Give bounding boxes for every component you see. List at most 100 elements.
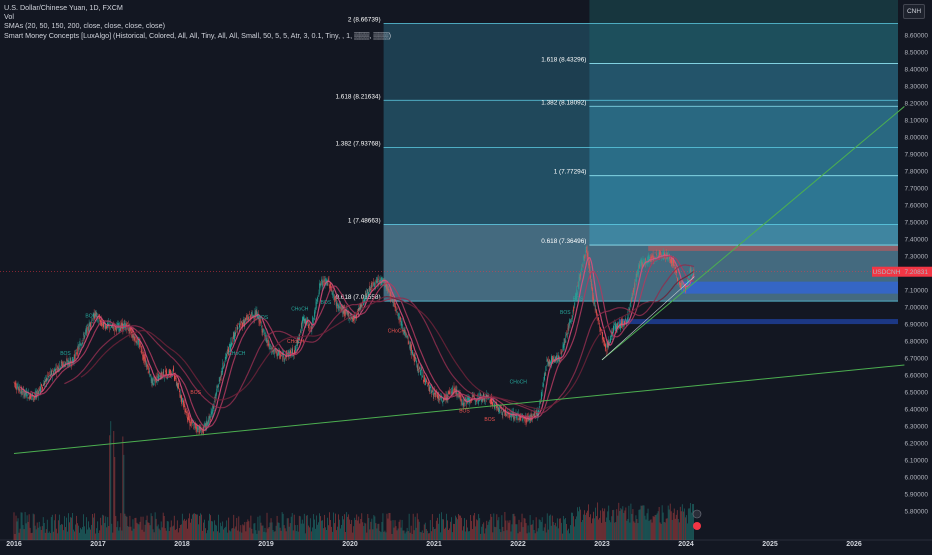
volume-bar [180, 525, 181, 540]
volume-bar [399, 522, 400, 540]
volume-bar [581, 522, 582, 540]
volume-bar [75, 525, 76, 540]
volume-bar [564, 519, 565, 540]
sma-indicator-label[interactable]: SMAs (20, 50, 150, 200, close, close, cl… [4, 21, 391, 30]
volume-bar [40, 527, 41, 540]
volume-bar [451, 517, 452, 540]
volume-bar [639, 510, 640, 540]
volume-bar [36, 529, 37, 540]
volume-bar [645, 516, 646, 540]
volume-bar [629, 523, 630, 540]
volume-bar [579, 507, 580, 540]
volume-bar [154, 532, 155, 540]
volume-bar [375, 523, 376, 540]
volume-bar [153, 529, 154, 540]
volume-bar [407, 528, 408, 540]
volume-bar [134, 529, 135, 540]
volume-bar [420, 532, 421, 540]
volume-bar [200, 513, 201, 540]
volume-bar [18, 518, 19, 540]
volume-bar [596, 516, 597, 540]
volume-bar [19, 533, 20, 540]
volume-bar [277, 516, 278, 540]
volume-bar [351, 520, 352, 540]
volume-bar [250, 516, 251, 540]
volume-bar [44, 523, 45, 540]
volume-bar [306, 516, 307, 540]
volume-bar [235, 526, 236, 540]
volume-bar [429, 533, 430, 540]
volume-bar [328, 525, 329, 540]
volume-bar [278, 522, 279, 540]
volume-bar [189, 513, 190, 540]
volume-bar [551, 526, 552, 540]
volume-bar [385, 531, 386, 540]
volume-bar [584, 510, 585, 540]
volume-bar [650, 520, 651, 540]
volume-bar [506, 521, 507, 540]
volume-bar [270, 523, 271, 540]
volume-bar [418, 519, 419, 540]
smc-indicator-label[interactable]: Smart Money Concepts [LuxAlgo] (Historic… [4, 31, 391, 40]
volume-bar [305, 533, 306, 540]
volume-bar [83, 514, 84, 540]
volume-bar [414, 530, 415, 540]
volume-bar [598, 520, 599, 540]
volume-bar [527, 533, 528, 540]
volume-bar [210, 515, 211, 540]
price-tick-label: 8.30000 [905, 83, 929, 90]
volume-bar [31, 533, 32, 540]
volume-bar [382, 522, 383, 540]
volume-indicator-label[interactable]: Vol [4, 12, 391, 21]
volume-bar [669, 509, 670, 540]
volume-bar [686, 515, 687, 540]
volume-bar [508, 520, 509, 540]
price-tick-label: 7.60000 [905, 202, 929, 209]
volume-bar [374, 516, 375, 540]
volume-bar [162, 527, 163, 540]
volume-bar [171, 520, 172, 540]
volume-bar [207, 530, 208, 540]
volume-bar [448, 530, 449, 540]
volume-bar [665, 522, 666, 540]
volume-bar [218, 515, 219, 540]
volume-bar [299, 516, 300, 540]
volume-bar [554, 525, 555, 540]
volume-bar [585, 515, 586, 540]
volume-bar [85, 534, 86, 540]
volume-bar [62, 525, 63, 540]
volume-bar [411, 526, 412, 540]
volume-bar [494, 527, 495, 540]
volume-bar [507, 530, 508, 540]
volume-bar [482, 524, 483, 540]
currency-button[interactable]: CNH [903, 4, 925, 19]
volume-bar [612, 510, 613, 540]
volume-bar [104, 523, 105, 540]
volume-bar [193, 514, 194, 540]
smc-label: BOS [484, 417, 495, 423]
volume-bar [186, 520, 187, 540]
fib-label-right: 1.382 (8.18092) [541, 99, 586, 106]
volume-bar [329, 512, 330, 540]
volume-bar [84, 526, 85, 540]
volume-bar [499, 529, 500, 540]
volume-bar [283, 514, 284, 540]
volume-bar [137, 523, 138, 540]
volume-bar [280, 528, 281, 540]
symbol-title: U.S. Dollar/Chinese Yuan, 1D, FXCM [4, 3, 391, 12]
volume-bar [205, 528, 206, 540]
volume-bar [46, 529, 47, 540]
volume-bar [570, 525, 571, 540]
volume-bar [444, 529, 445, 540]
volume-bar [321, 521, 322, 540]
volume-bar [214, 520, 215, 540]
volume-bar [512, 524, 513, 540]
volume-bar [142, 530, 143, 540]
volume-bar [125, 516, 126, 540]
volume-bar [313, 514, 314, 540]
volume-bar [39, 522, 40, 540]
volume-bar [243, 525, 244, 540]
volume-bar [287, 518, 288, 540]
